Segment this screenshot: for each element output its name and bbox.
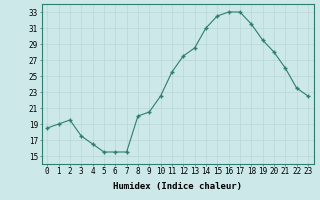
X-axis label: Humidex (Indice chaleur): Humidex (Indice chaleur) (113, 182, 242, 191)
